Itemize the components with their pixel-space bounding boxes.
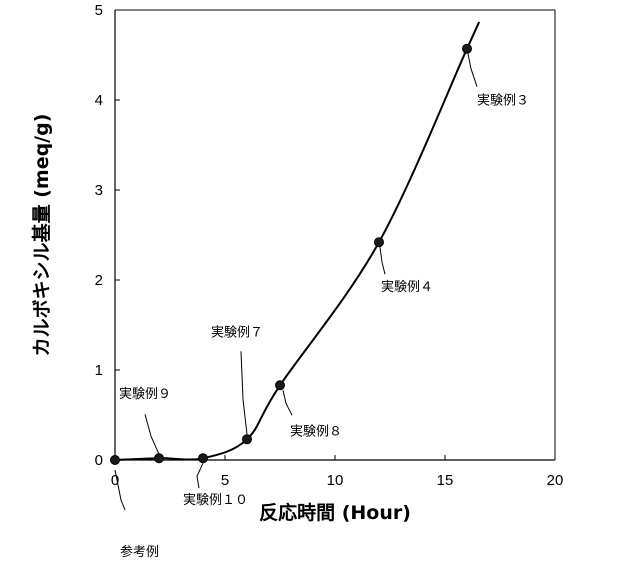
data-point (110, 455, 120, 465)
annotation-label: 実験例８ (290, 423, 342, 439)
data-point (198, 453, 208, 464)
annotation-leader (240, 351, 248, 435)
annotation-leader (114, 469, 126, 511)
annotation-label: 実験例１０ (183, 492, 248, 508)
annotation-leader (144, 414, 160, 455)
x-tick-label: 20 (547, 472, 564, 489)
data-point (374, 237, 384, 248)
x-axis-label: 反応時間 (Hour) (259, 501, 411, 524)
y-axis-label: カルボキシル基量 (meq/g) (30, 114, 53, 357)
y-tick-label: 5 (95, 2, 103, 19)
annotation-leader (196, 462, 204, 489)
axes (114, 9, 556, 461)
data-points (110, 43, 472, 465)
x-tick-label: 5 (221, 472, 229, 489)
annotation-label: 実験例９ (119, 386, 171, 402)
annotation-label: 実験例３ (477, 93, 529, 109)
annotation-leader (467, 53, 478, 87)
x-tick-label: 10 (327, 472, 344, 489)
annotation-label: 実験例７ (211, 324, 263, 340)
y-tick-label: 2 (95, 272, 103, 289)
data-point (462, 43, 472, 54)
x-tick-label: 0 (111, 472, 119, 489)
x-tick-label: 15 (437, 472, 454, 489)
ticks: 0 5 10 15 20 0 1 2 3 4 5 (95, 2, 564, 489)
annotation-leader (379, 247, 386, 275)
data-point (275, 380, 285, 391)
annotations: 参考例 実験例９ 実験例１０ 実験例７ 実験例８ 実験例４ 実験例３ (114, 53, 529, 560)
y-tick-label: 0 (95, 452, 103, 469)
y-tick-label: 3 (95, 182, 103, 199)
data-point (242, 434, 252, 445)
y-tick-label: 4 (95, 92, 103, 109)
data-point (154, 453, 164, 464)
annotation-label: 実験例４ (381, 279, 433, 295)
y-tick-label: 1 (95, 362, 103, 379)
annotation-leader (282, 390, 293, 416)
annotation-label: 参考例 (120, 544, 159, 560)
